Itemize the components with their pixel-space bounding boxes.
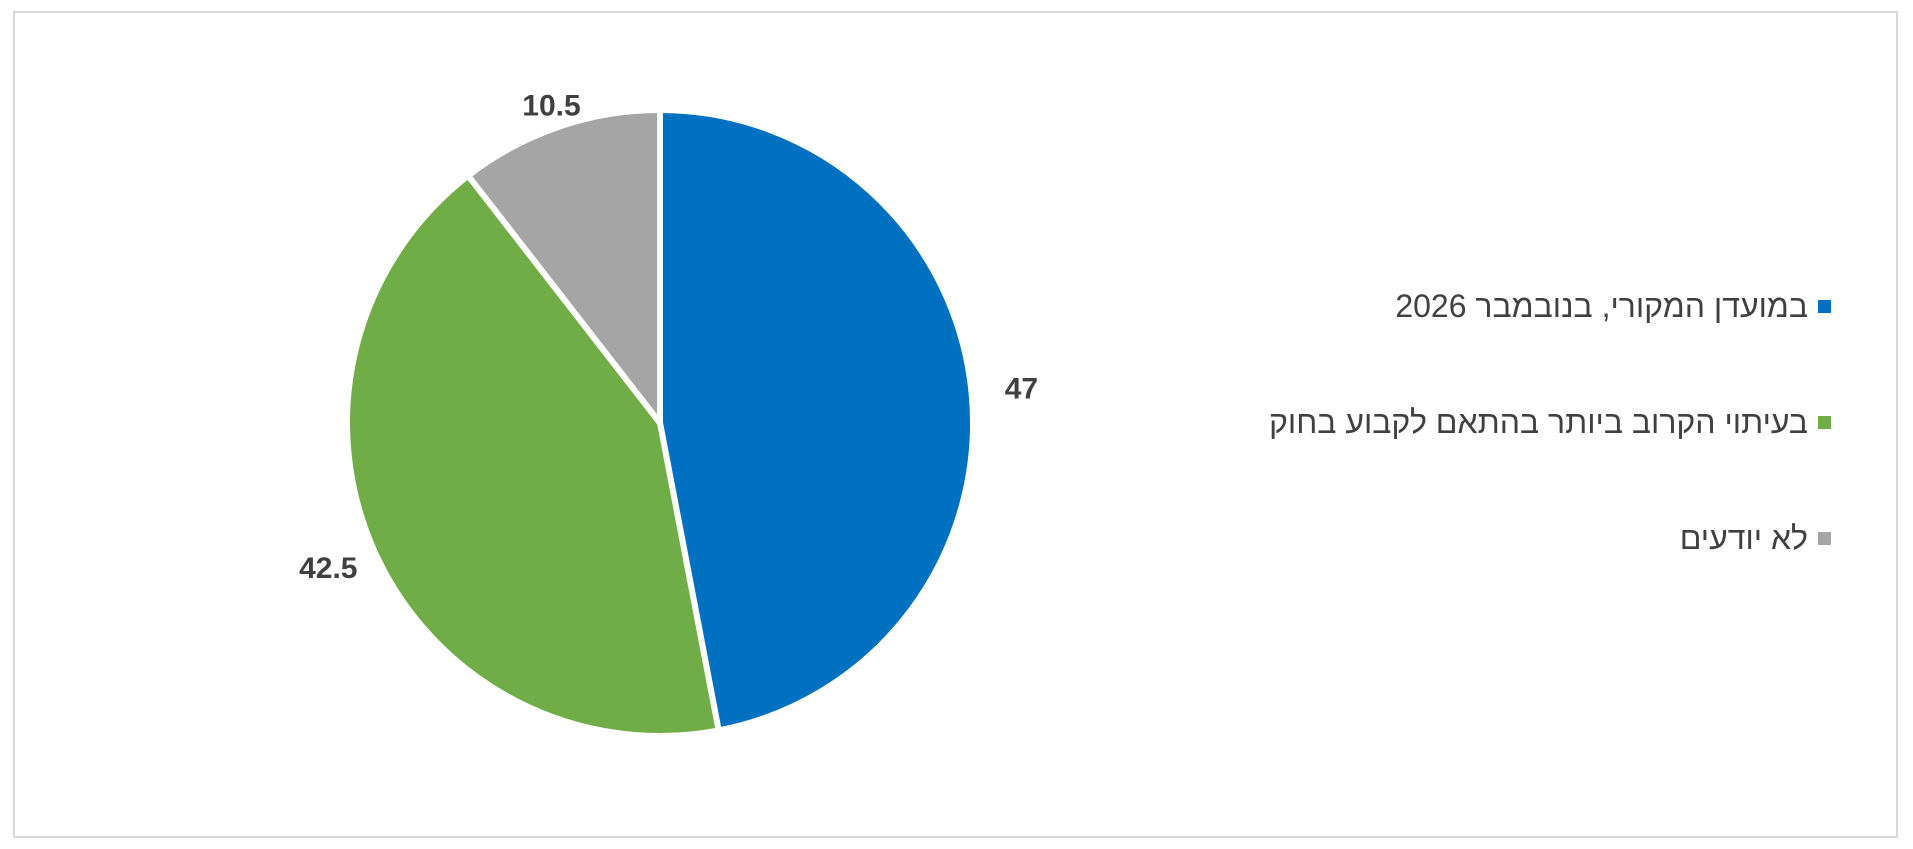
legend: במועדן המקורי, בנובמבר 2026 בעיתוי הקרוב … — [1071, 284, 1831, 632]
legend-label-dont-know: לא יודעים — [1679, 519, 1808, 556]
legend-label-original-date: במועדן המקורי, בנובמבר 2026 — [1395, 287, 1808, 324]
pie-slice-earliest-by-law — [344, 172, 722, 739]
legend-swatch-dont-know — [1818, 531, 1831, 545]
legend-item-original-date: במועדן המקורי, בנובמבר 2026 — [1071, 284, 1831, 328]
data-label-dont-know: 10.5 — [522, 90, 580, 123]
legend-label-earliest-by-law: בעיתוי הקרוב ביותר בהתאם לקבוע בחוק — [1269, 403, 1808, 440]
legend-item-earliest-by-law: בעיתוי הקרוב ביותר בהתאם לקבוע בחוק — [1071, 400, 1831, 444]
pie-slice-original-date — [657, 107, 976, 734]
data-label-original-date: 47 — [1005, 372, 1038, 405]
data-label-earliest-by-law: 42.5 — [299, 552, 357, 585]
pie-data-labels: 47 42.5 10.5 — [299, 90, 1038, 585]
pie-slices — [344, 107, 976, 739]
pie-slice-dont-know — [465, 107, 663, 426]
legend-swatch-earliest-by-law — [1818, 415, 1831, 429]
legend-item-dont-know: לא יודעים — [1071, 516, 1831, 560]
legend-swatch-original-date — [1818, 299, 1831, 313]
